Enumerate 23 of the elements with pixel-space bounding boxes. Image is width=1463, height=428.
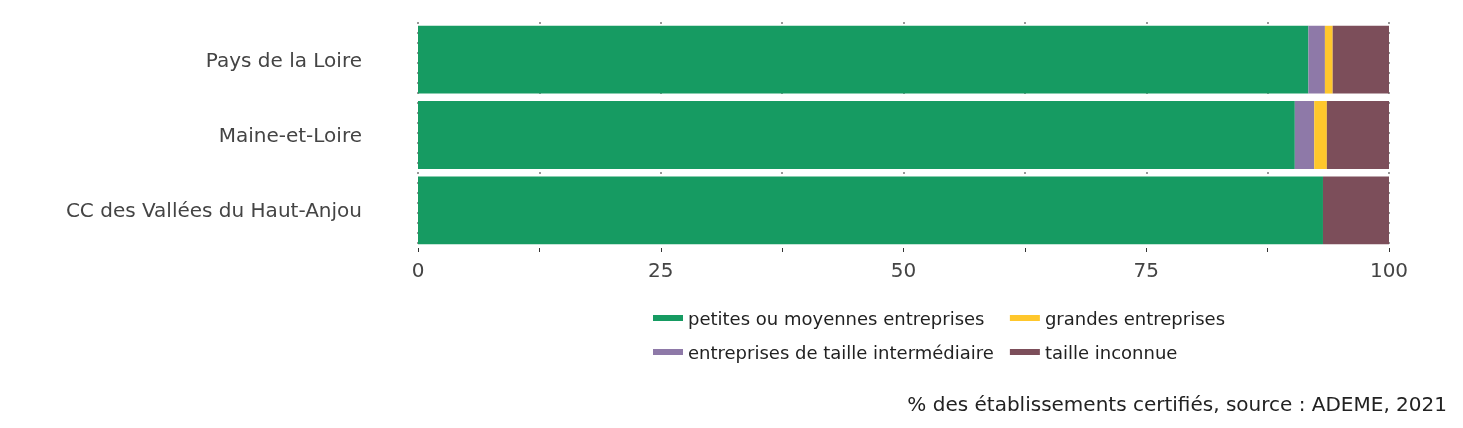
bar [418, 25, 1309, 94]
bar [1314, 101, 1327, 169]
y-tick-label: CC des Vallées du Haut-Anjou [65, 198, 362, 223]
bar [1326, 101, 1389, 169]
legend-label: taille inconnue [1044, 341, 1178, 363]
y-tick-label: Maine-et-Loire [218, 123, 362, 147]
bar [1322, 176, 1389, 245]
x-tick-label: 100 [1369, 258, 1409, 282]
bar [418, 101, 1295, 169]
text: % des établissements certifiés, source : ADEME, 2021 [907, 392, 1448, 416]
bar [1308, 25, 1325, 94]
legend-label: entreprises de taille intermédiaire [688, 341, 994, 363]
bar [1294, 101, 1315, 169]
x-tick-label: 50 [890, 258, 917, 282]
bar [1324, 25, 1333, 94]
x-tick-label: 0 [411, 258, 425, 282]
legend-label: petites ou moyennes entreprises [688, 307, 985, 329]
legend-label: grandes entreprises [1044, 307, 1226, 329]
y-tick-label: Pays de la Loire [205, 47, 362, 72]
x-tick-label: 75 [1133, 258, 1159, 282]
bar [418, 176, 1323, 245]
bar [1332, 25, 1389, 94]
x-tick-label: 25 [648, 258, 674, 282]
